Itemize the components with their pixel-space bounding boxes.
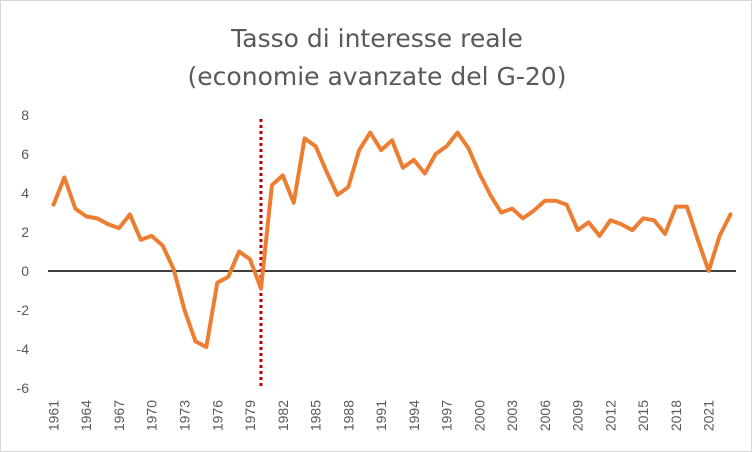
x-tick-label: 2006 (537, 400, 553, 431)
x-tick-label: 1979 (242, 400, 258, 431)
series-line-real-interest-rate (51, 130, 733, 350)
x-tick-label: 2009 (570, 400, 586, 431)
y-tick-label: 4 (21, 185, 29, 201)
y-tick-label: -4 (17, 341, 30, 357)
chart-title: Tasso di interesse reale (230, 24, 523, 53)
x-tick-label: 2018 (668, 400, 684, 431)
x-tick-label: 1961 (45, 400, 61, 431)
x-tick-label: 1973 (177, 400, 193, 431)
y-tick-label: -6 (17, 380, 30, 396)
x-tick-label: 1994 (406, 400, 422, 431)
y-tick-label: 0 (21, 263, 29, 279)
x-tick-label: 2012 (602, 400, 618, 431)
x-tick-label: 2003 (504, 400, 520, 431)
x-tick-label: 1997 (439, 400, 455, 431)
x-tick-label: 1976 (209, 400, 225, 431)
x-axis-ticks: 1961 1964 1967 1970 1973 1976 1979 1982 1985 1988… (45, 400, 716, 431)
x-tick-label: 2021 (701, 400, 717, 431)
y-axis-ticks: 8 6 4 2 0 -2 -4 -6 (17, 107, 30, 396)
x-tick-label: 1964 (78, 400, 94, 431)
x-tick-label: 2000 (471, 400, 487, 431)
x-tick-label: 1985 (308, 400, 324, 431)
y-tick-label: 8 (21, 107, 29, 123)
y-tick-label: 2 (21, 224, 29, 240)
y-tick-label: 6 (21, 146, 29, 162)
x-tick-label: 1967 (111, 400, 127, 431)
y-tick-label: -2 (17, 302, 30, 318)
x-tick-label: 2015 (635, 400, 651, 431)
x-tick-label: 1970 (144, 400, 160, 431)
chart-subtitle: (economie avanzate del G-20) (188, 62, 567, 91)
x-tick-label: 1982 (275, 400, 291, 431)
x-tick-label: 1988 (340, 400, 356, 431)
x-tick-label: 1991 (373, 400, 389, 431)
